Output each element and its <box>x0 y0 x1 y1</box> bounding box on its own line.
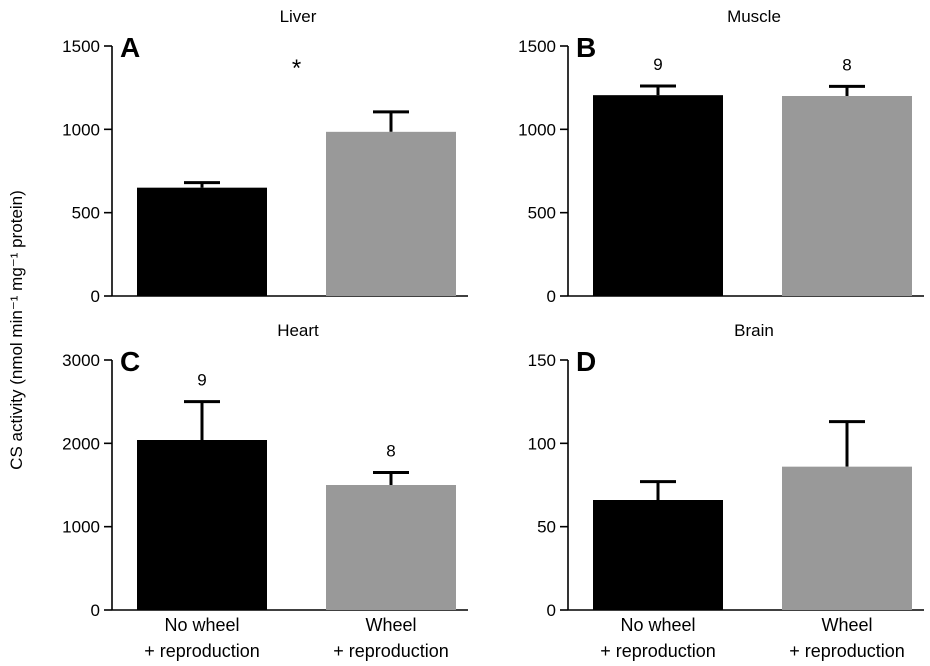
x-category-labels-right: No wheel + reproduction Wheel + reproduc… <box>600 615 905 661</box>
y-tick-label: 1000 <box>62 120 100 139</box>
bar-label: 9 <box>653 55 662 74</box>
y-tick-label: 500 <box>528 204 556 223</box>
panel-letter: C <box>120 346 140 377</box>
panel-title: Muscle <box>727 7 781 26</box>
bar-label: 9 <box>197 371 206 390</box>
y-tick-label: 1000 <box>518 120 556 139</box>
x-category-labels-left: No wheel + reproduction Wheel + reproduc… <box>144 615 449 661</box>
y-tick-label: 0 <box>547 601 556 620</box>
y-tick-label: 0 <box>547 287 556 306</box>
panel-letter: A <box>120 32 140 63</box>
bar <box>593 95 723 297</box>
panel-title: Heart <box>277 321 319 340</box>
bar-label: 8 <box>842 55 851 74</box>
y-tick-label: 500 <box>72 204 100 223</box>
y-tick-label: 1500 <box>518 37 556 56</box>
panel-title: Liver <box>280 7 317 26</box>
x-category-label-wheel-line1: Wheel <box>821 615 872 635</box>
panel-b: Muscle B 0 500 1000 1500 9 8 <box>518 7 924 306</box>
x-category-label-no-wheel-line1: No wheel <box>164 615 239 635</box>
y-tick-label: 2000 <box>62 434 100 453</box>
bar <box>326 485 456 610</box>
panel-d: Brain D 0 50 100 150 <box>528 321 924 620</box>
panel-letter: D <box>576 346 596 377</box>
x-category-label-wheel-line2: + reproduction <box>333 641 449 661</box>
y-tick-label: 100 <box>528 434 556 453</box>
y-tick-label: 1500 <box>62 37 100 56</box>
panel-a: Liver A 0 500 1000 1500 * <box>62 7 468 306</box>
x-category-label-no-wheel-line1: No wheel <box>620 615 695 635</box>
bar <box>782 466 912 610</box>
y-tick-label: 50 <box>537 518 556 537</box>
y-tick-label: 3000 <box>62 351 100 370</box>
y-tick-label: 150 <box>528 351 556 370</box>
y-tick-label: 0 <box>91 601 100 620</box>
bar <box>137 440 267 610</box>
panel-title: Brain <box>734 321 774 340</box>
significance-annotation: * <box>292 55 301 82</box>
bar <box>137 187 267 296</box>
panel-c: Heart C 0 1000 2000 3000 9 8 <box>62 321 468 620</box>
bar-label: 8 <box>386 442 395 461</box>
bar <box>593 500 723 610</box>
x-category-label-no-wheel-line2: + reproduction <box>144 641 260 661</box>
y-tick-label: 1000 <box>62 518 100 537</box>
x-category-label-wheel-line2: + reproduction <box>789 641 905 661</box>
panel-letter: B <box>576 32 596 63</box>
y-axis-label: CS activity (nmol min⁻¹ mg⁻¹ protein) <box>7 190 26 470</box>
bar <box>782 96 912 296</box>
bar <box>326 131 456 296</box>
x-category-label-no-wheel-line2: + reproduction <box>600 641 716 661</box>
y-tick-label: 0 <box>91 287 100 306</box>
x-category-label-wheel-line1: Wheel <box>365 615 416 635</box>
